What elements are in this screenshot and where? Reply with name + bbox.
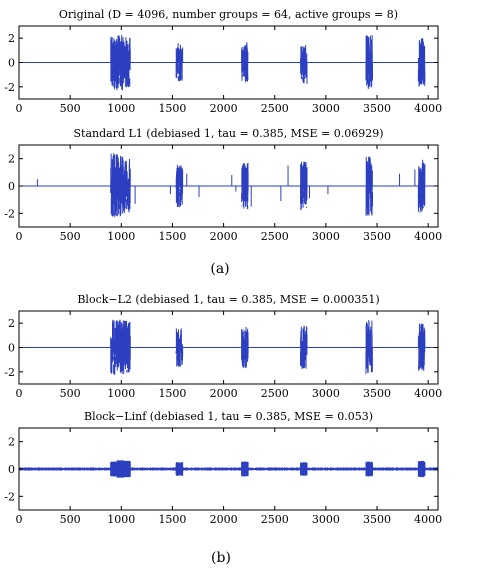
x-tick-label: 500 <box>60 102 81 115</box>
x-tick-label: 3500 <box>363 513 391 526</box>
x-tick-label: 2500 <box>261 513 289 526</box>
x-tick-label: 2000 <box>210 230 238 243</box>
panel-title: Block−Linf (debiased 1, tau = 0.385, MSE… <box>84 410 373 423</box>
signal-burst-7 <box>365 35 373 89</box>
x-tick-label: 4000 <box>414 387 442 400</box>
signal-burst-6 <box>300 161 308 211</box>
panel-1: Original (D = 4096, number groups = 64, … <box>4 8 442 115</box>
signal-burst-8 <box>417 159 426 213</box>
x-tick-label: 0 <box>16 102 23 115</box>
signal-burst-4 <box>175 164 184 208</box>
caption-b: (b) <box>211 550 231 566</box>
caption-a: (a) <box>210 261 229 277</box>
x-tick-label: 3000 <box>312 387 340 400</box>
y-tick-label: 2 <box>8 436 15 449</box>
y-tick-label: 0 <box>8 463 15 476</box>
panel-4: Block−Linf (debiased 1, tau = 0.385, MSE… <box>4 410 442 526</box>
x-tick-label: 2500 <box>261 230 289 243</box>
signal-burst-3 <box>123 320 131 373</box>
x-tick-label: 3000 <box>312 230 340 243</box>
panel-2: Standard L1 (debiased 1, tau = 0.385, MS… <box>4 127 442 243</box>
panel-title: Original (D = 4096, number groups = 64, … <box>59 8 398 21</box>
y-tick-label: 2 <box>8 317 15 330</box>
signal-burst-3 <box>123 460 131 478</box>
signal-burst-8 <box>417 323 426 371</box>
y-tick-label: 0 <box>8 57 15 70</box>
x-tick-label: 4000 <box>414 230 442 243</box>
x-tick-label: 0 <box>16 513 23 526</box>
x-tick-label: 1500 <box>158 230 186 243</box>
x-tick-label: 1000 <box>107 102 135 115</box>
x-tick-label: 2000 <box>210 513 238 526</box>
signal-burst-5 <box>241 461 249 477</box>
x-tick-label: 2500 <box>261 387 289 400</box>
panel-title: Block−L2 (debiased 1, tau = 0.385, MSE =… <box>77 293 379 306</box>
signal-burst-6 <box>300 45 308 84</box>
signal-burst-2 <box>116 460 125 478</box>
x-tick-label: 2500 <box>261 102 289 115</box>
signal-burst-3 <box>123 37 131 88</box>
y-tick-label: 2 <box>8 32 15 45</box>
x-tick-label: 500 <box>60 230 81 243</box>
signal-burst-4 <box>175 462 184 476</box>
x-tick-label: 0 <box>16 230 23 243</box>
panel-title: Standard L1 (debiased 1, tau = 0.385, MS… <box>73 127 383 140</box>
x-tick-label: 0 <box>16 387 23 400</box>
x-tick-label: 3500 <box>363 102 391 115</box>
y-tick-label: 0 <box>8 180 15 193</box>
noise-trace <box>18 467 439 471</box>
x-tick-label: 1000 <box>107 230 135 243</box>
y-tick-label: 0 <box>8 342 15 355</box>
signal-burst-3 <box>123 158 131 213</box>
x-tick-label: 2000 <box>210 102 238 115</box>
signal-burst-1 <box>110 319 118 375</box>
signal-burst-2 <box>116 155 125 217</box>
y-tick-label: -2 <box>4 366 15 379</box>
x-tick-label: 500 <box>60 387 81 400</box>
x-tick-label: 1500 <box>158 102 186 115</box>
x-tick-label: 500 <box>60 513 81 526</box>
signal-burst-8 <box>417 460 426 478</box>
signal-burst-6 <box>300 462 308 476</box>
signal-burst-2 <box>116 319 125 375</box>
panel-3: Block−L2 (debiased 1, tau = 0.385, MSE =… <box>4 293 442 400</box>
signal-burst-7 <box>365 461 373 477</box>
signal-burst-1 <box>110 153 118 218</box>
x-tick-label: 1000 <box>107 387 135 400</box>
signal-burst-4 <box>175 43 184 82</box>
signal-burst-5 <box>241 163 249 210</box>
signal-burst-1 <box>110 461 118 477</box>
x-tick-label: 3000 <box>312 513 340 526</box>
signal-burst-8 <box>417 38 426 87</box>
x-tick-label: 4000 <box>414 102 442 115</box>
signal-burst-7 <box>365 319 373 375</box>
signal-burst-5 <box>241 42 249 83</box>
signal-burst-2 <box>116 34 125 91</box>
y-tick-label: -2 <box>4 81 15 94</box>
signal-burst-1 <box>110 36 118 91</box>
x-tick-label: 1500 <box>158 513 186 526</box>
x-tick-label: 3000 <box>312 102 340 115</box>
signal-burst-4 <box>175 328 184 367</box>
y-tick-label: -2 <box>4 207 15 220</box>
x-tick-label: 3500 <box>363 387 391 400</box>
x-tick-label: 4000 <box>414 513 442 526</box>
x-tick-label: 2000 <box>210 387 238 400</box>
x-tick-label: 3500 <box>363 230 391 243</box>
y-tick-label: 2 <box>8 153 15 166</box>
x-tick-label: 1000 <box>107 513 135 526</box>
signal-burst-7 <box>365 156 373 216</box>
x-tick-label: 1500 <box>158 387 186 400</box>
y-tick-label: -2 <box>4 490 15 503</box>
signal-burst-6 <box>300 325 308 369</box>
signal-burst-5 <box>241 327 249 369</box>
